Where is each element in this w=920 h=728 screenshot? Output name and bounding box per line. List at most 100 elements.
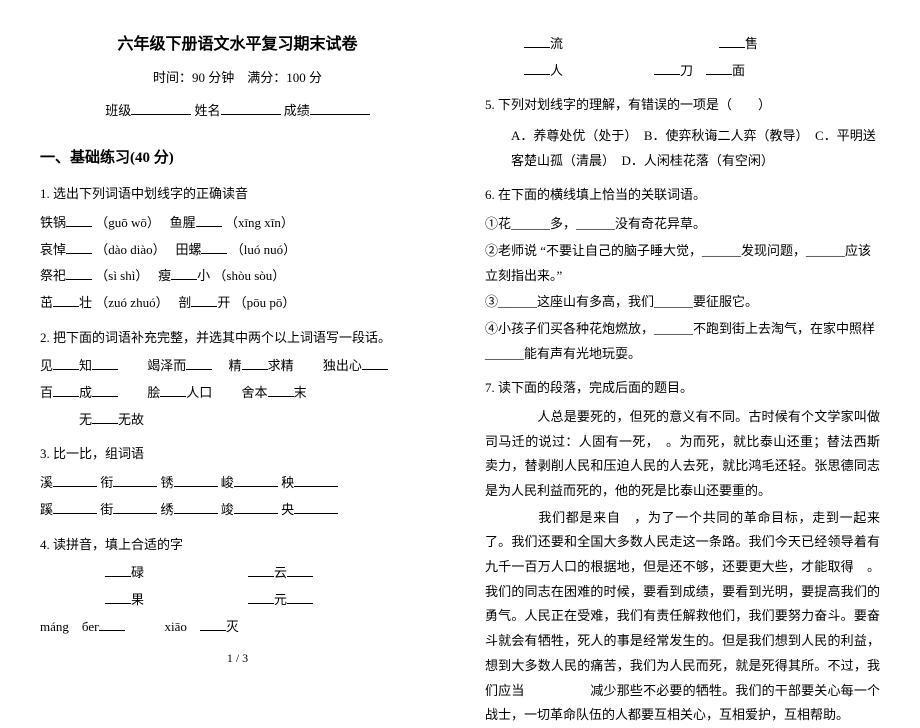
blank[interactable] bbox=[105, 563, 131, 577]
blank[interactable] bbox=[242, 356, 268, 370]
q1r1w2: 鱼腥 bbox=[170, 215, 196, 230]
blank[interactable] bbox=[174, 473, 218, 487]
q5-options[interactable]: A．养尊处优（处于） B．使弈秋诲二人弈（教导） C．平明送客楚山孤（清晨） D… bbox=[511, 124, 880, 173]
blank[interactable] bbox=[53, 473, 97, 487]
q1r3p1: （sì shì） bbox=[95, 268, 142, 283]
label-name: 姓名 bbox=[194, 103, 220, 118]
q3r2c4: 竣 bbox=[221, 502, 234, 517]
blank[interactable] bbox=[362, 356, 388, 370]
q1-row-2: 哀悼 （dào diào） 田螺 （luó nuó） bbox=[40, 238, 435, 263]
q6-item-1: ①花______多，______没有奇花异草。 bbox=[485, 212, 880, 237]
q2-row-2: 百成 脍人口 舍本末 bbox=[40, 381, 435, 406]
q6-item-4: ④小孩子们买各种花炮燃放，______不跑到街上去淘气，在家中照样______能… bbox=[485, 317, 880, 366]
q3r1c2: 衔 bbox=[100, 475, 113, 490]
q4-left-label: máng bbox=[40, 619, 69, 634]
q1r3w2s: 小 bbox=[197, 268, 210, 283]
q3r1c4: 峻 bbox=[221, 475, 234, 490]
q3r1c3: 锈 bbox=[161, 475, 174, 490]
q2-row-1: 见知 竭泽而 精求精 独出心 bbox=[40, 354, 435, 379]
blank[interactable] bbox=[719, 34, 745, 48]
q6-item-3: ③______这座山有多高，我们______要征服它。 bbox=[485, 290, 880, 315]
blank[interactable] bbox=[66, 213, 92, 227]
q1-row-1: 铁锅 （guō wō） 鱼腥 （xīng xīn） bbox=[40, 211, 435, 236]
page-footer: 1 / 3 bbox=[40, 647, 435, 670]
q3-row-1: 溪 衔 锈 峻 秧 bbox=[40, 471, 435, 496]
q3r2c3: 绣 bbox=[161, 502, 174, 517]
blank[interactable] bbox=[92, 410, 118, 424]
q1-text: 1. 选出下列词语中划线字的正确读音 bbox=[40, 182, 435, 207]
blank[interactable] bbox=[294, 473, 338, 487]
exam-title: 六年级下册语文水平复习期末试卷 bbox=[40, 30, 435, 60]
q1r3w2p: 瘦 bbox=[158, 268, 171, 283]
blank[interactable] bbox=[171, 266, 197, 280]
q4-row-1: 碌 云 bbox=[40, 561, 435, 586]
blank[interactable] bbox=[113, 473, 157, 487]
blank[interactable] bbox=[105, 590, 131, 604]
blank[interactable] bbox=[524, 34, 550, 48]
blank[interactable] bbox=[201, 240, 227, 254]
q1r1w1: 铁锅 bbox=[40, 215, 66, 230]
q4-row-2: 果 元 bbox=[40, 588, 435, 613]
q1r4w2: 剖 bbox=[178, 295, 191, 310]
label-class: 班级 bbox=[105, 103, 131, 118]
page: 六年级下册语文水平复习期末试卷 时间：90 分钟 满分：100 分 班级 姓名 … bbox=[0, 0, 920, 650]
blank[interactable] bbox=[113, 500, 157, 514]
q1r4w1s: 壮 bbox=[79, 295, 92, 310]
blank[interactable] bbox=[234, 500, 278, 514]
q3r1c5: 秧 bbox=[281, 475, 294, 490]
blank-name[interactable] bbox=[221, 101, 281, 115]
blank[interactable] bbox=[160, 383, 186, 397]
q3r1c1: 溪 bbox=[40, 475, 53, 490]
blank[interactable] bbox=[53, 500, 97, 514]
label-score: 成绩 bbox=[284, 103, 310, 118]
blank[interactable] bbox=[200, 617, 226, 631]
q1r4p1: （zuó zhuó） bbox=[95, 295, 162, 310]
q1r2w1: 哀悼 bbox=[40, 242, 66, 257]
q4-text: 4. 读拼音，填上合适的字 bbox=[40, 533, 435, 558]
blank[interactable] bbox=[287, 563, 313, 577]
blank[interactable] bbox=[248, 590, 274, 604]
blank[interactable] bbox=[53, 356, 79, 370]
q1-row-3: 祭祀 （sì shì） 瘦小 （shòu sòu） bbox=[40, 264, 435, 289]
blank-score[interactable] bbox=[310, 101, 370, 115]
blank[interactable] bbox=[524, 61, 550, 75]
q7-text: 7. 读下面的段落，完成后面的题目。 bbox=[485, 376, 880, 401]
q7-para-1: 人总是要死的，但死的意义有不同。古时候有个文学家叫做司马迁的说过：人固有一死， … bbox=[485, 405, 880, 504]
q1r1p1: （guō wō） bbox=[95, 215, 153, 230]
left-column: 六年级下册语文水平复习期末试卷 时间：90 分钟 满分：100 分 班级 姓名 … bbox=[40, 30, 435, 640]
q1r3w1: 祭祀 bbox=[40, 268, 66, 283]
blank[interactable] bbox=[92, 356, 118, 370]
q3r2c2: 街 bbox=[100, 502, 113, 517]
blank[interactable] bbox=[191, 293, 217, 307]
q4-right-label: xiāo bbox=[164, 619, 186, 634]
blank[interactable] bbox=[287, 590, 313, 604]
q1r4w1: 茁 bbox=[40, 295, 53, 310]
blank[interactable] bbox=[654, 61, 680, 75]
q4-row-top-r: 流 售 bbox=[485, 32, 880, 57]
blank[interactable] bbox=[174, 500, 218, 514]
blank[interactable] bbox=[706, 61, 732, 75]
q4-row-top-r2: 人 刀 面 bbox=[485, 59, 880, 84]
right-column: 流 售 人 刀 面 5. 下列对划线字的理解，有错误的一项是（ ） A．养尊处优… bbox=[485, 30, 880, 640]
blank[interactable] bbox=[268, 383, 294, 397]
blank[interactable] bbox=[248, 563, 274, 577]
blank[interactable] bbox=[294, 500, 338, 514]
blank[interactable] bbox=[66, 266, 92, 280]
q3-row-2: 蹊 街 绣 竣 央 bbox=[40, 498, 435, 523]
blank[interactable] bbox=[92, 383, 118, 397]
blank[interactable] bbox=[196, 213, 222, 227]
blank[interactable] bbox=[53, 293, 79, 307]
q1-row-4: 茁壮 （zuó zhuó） 剖开 （pōu pō） bbox=[40, 291, 435, 316]
q1r1p2: （xīng xīn） bbox=[225, 215, 294, 230]
blank[interactable] bbox=[99, 617, 125, 631]
blank[interactable] bbox=[234, 473, 278, 487]
blank[interactable] bbox=[66, 240, 92, 254]
blank-class[interactable] bbox=[131, 101, 191, 115]
blank[interactable] bbox=[53, 383, 79, 397]
q2-text: 2. 把下面的词语补充完整，并选其中两个以上词语写一段话。 bbox=[40, 326, 435, 351]
q3r2c1: 蹊 bbox=[40, 502, 53, 517]
blank[interactable] bbox=[186, 356, 212, 370]
q6-text: 6. 在下面的横线填上恰当的关联词语。 bbox=[485, 183, 880, 208]
section-1-title: 一、基础练习(40 分) bbox=[40, 144, 435, 173]
header-fields: 班级 姓名 成绩 bbox=[40, 99, 435, 124]
